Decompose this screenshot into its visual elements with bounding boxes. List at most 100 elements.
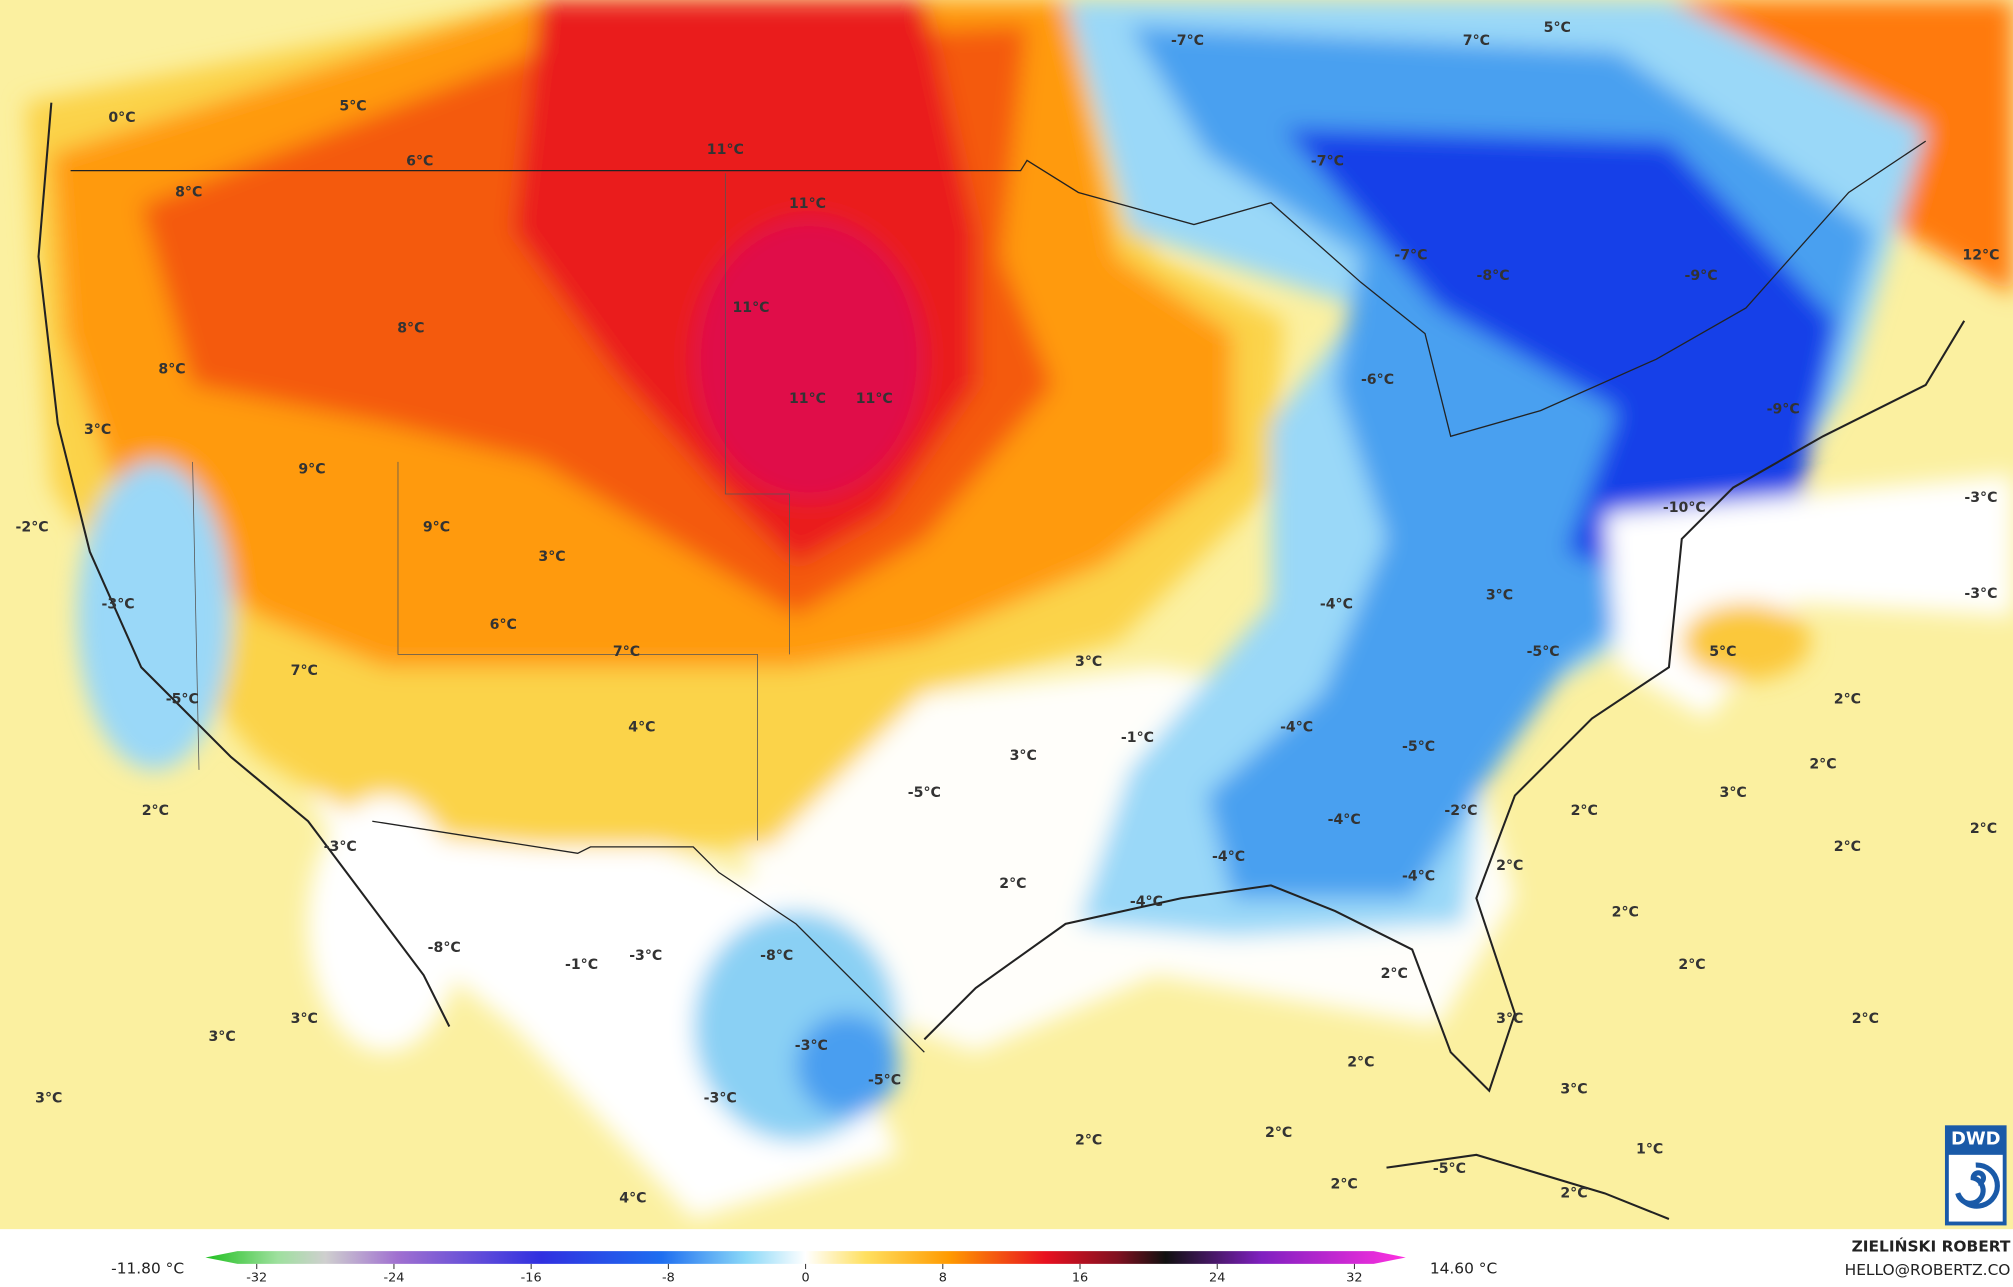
temperature-label: 2°C (1560, 1185, 1587, 1201)
temperature-label: 3°C (538, 549, 565, 565)
temperature-label: -9°C (1684, 268, 1717, 284)
temperature-label: -3°C (1964, 490, 1997, 506)
temperature-label: -5°C (1433, 1161, 1466, 1177)
temperature-label: -8°C (760, 948, 793, 964)
temperature-label: -7°C (1171, 33, 1204, 49)
temperature-label: 3°C (35, 1090, 62, 1106)
temperature-label: 4°C (628, 720, 655, 736)
temperature-label: 3°C (1496, 1011, 1523, 1027)
temperature-label: -8°C (428, 940, 461, 956)
temperature-label: -4°C (1328, 812, 1361, 828)
min-label: -11.80 °C (111, 1260, 184, 1278)
colorbar-tick-label: 8 (939, 1271, 947, 1286)
temperature-label: -3°C (795, 1038, 828, 1054)
temperature-label: 2°C (999, 876, 1026, 892)
temperature-label: 2°C (1970, 821, 1997, 837)
temperature-label: 5°C (1544, 20, 1571, 36)
temperature-label: 8°C (158, 362, 185, 378)
temperature-label: 2°C (1678, 957, 1705, 973)
temperature-label: 7°C (613, 644, 640, 660)
temperature-label: 3°C (1075, 654, 1102, 670)
temperature-label: 0°C (108, 110, 135, 126)
temperature-label: 9°C (298, 462, 325, 478)
colorbar-tick-label: -24 (383, 1271, 404, 1286)
temperature-label: -1°C (565, 957, 598, 973)
temperature-label: 6°C (490, 617, 517, 633)
temperature-label: 2°C (1612, 904, 1639, 920)
map-labels: 0°C 5°C 6°C 11°C -7°C 7°C 5°C 8°C 11°C -7°C 8°C 11°… (16, 20, 2000, 1206)
temperature-label: -6°C (1361, 372, 1394, 388)
max-label: 14.60 °C (1430, 1260, 1497, 1278)
temperature-label: 12°C (1962, 247, 1999, 263)
temperature-label: 6°C (406, 154, 433, 170)
temperature-label: 11°C (707, 142, 744, 158)
temperature-label: 2°C (1075, 1133, 1102, 1149)
temperature-label: 3°C (1720, 785, 1747, 801)
temperature-label: 3°C (84, 422, 111, 438)
temperature-label: -3°C (704, 1090, 737, 1106)
temperature-label: 2°C (1331, 1176, 1358, 1192)
temperature-label: 2°C (1381, 966, 1408, 982)
temperature-label: -10°C (1663, 500, 1706, 516)
temperature-label: 2°C (1265, 1125, 1292, 1141)
colorbar-tick-label: -8 (662, 1271, 675, 1286)
author: ZIELIŃSKI ROBERT (1852, 1237, 2011, 1256)
temperature-label: -4°C (1402, 868, 1435, 884)
temperature-label: 7°C (291, 663, 318, 679)
temperature-label: 1°C (1636, 1142, 1663, 1158)
temperature-label: 4°C (619, 1190, 646, 1206)
temperature-label: 8°C (175, 184, 202, 200)
temperature-label: 2°C (1834, 839, 1861, 855)
temperature-label: 3°C (1486, 587, 1513, 603)
temperature-label: 2°C (1496, 858, 1523, 874)
temperature-label: -5°C (1402, 739, 1435, 755)
temperature-label: 2°C (1347, 1054, 1374, 1070)
temperature-label: 2°C (1852, 1011, 1879, 1027)
temperature-label: 11°C (789, 196, 826, 212)
temperature-label: -4°C (1320, 596, 1353, 612)
temperature-label: 2°C (142, 803, 169, 819)
temperature-label: -8°C (1477, 268, 1510, 284)
temperature-label: 11°C (856, 391, 893, 407)
temperature-label: -2°C (1444, 803, 1477, 819)
temperature-label: 2°C (1809, 757, 1836, 773)
email: HELLO@ROBERTZ.CO (1845, 1261, 2011, 1279)
temperature-label: -3°C (324, 839, 357, 855)
temperature-label: 11°C (732, 300, 769, 316)
temperature-label: -3°C (629, 948, 662, 964)
temperature-label: 7°C (1463, 33, 1490, 49)
temperature-label: -2°C (16, 519, 49, 535)
temperature-label: -3°C (102, 596, 135, 612)
temperature-label: 9°C (423, 519, 450, 535)
logo-text: DWD (1951, 1128, 2001, 1149)
colorbar-tick-label: 24 (1209, 1271, 1225, 1286)
colorbar-tick-label: 16 (1072, 1271, 1088, 1286)
colorbar-tick-label: 32 (1346, 1271, 1362, 1286)
temperature-label: -9°C (1767, 401, 1800, 417)
colorbar-tick-label: -32 (246, 1271, 267, 1286)
temperature-label: -4°C (1130, 894, 1163, 910)
temperature-label: 5°C (339, 99, 366, 115)
temperature-label: 2°C (1571, 803, 1598, 819)
temperature-label: -1°C (1121, 730, 1154, 746)
temperature-label: 11°C (789, 391, 826, 407)
temperature-label: -3°C (1964, 586, 1997, 602)
colorbar: -32 -24 -16 -8 0 8 16 24 32 (205, 1251, 1406, 1286)
temperature-label: -5°C (1527, 644, 1560, 660)
temperature-label: -7°C (1311, 154, 1344, 170)
temperature-label: 2°C (1834, 691, 1861, 707)
temperature-label: -7°C (1394, 247, 1427, 263)
colorbar-tick-label: 0 (801, 1271, 809, 1286)
temperature-label: -5°C (908, 785, 941, 801)
colorbar-tick-label: -16 (521, 1271, 542, 1286)
temperature-label: -4°C (1280, 720, 1313, 736)
temperature-field (0, 0, 2013, 1230)
temperature-label: -5°C (868, 1072, 901, 1088)
temperature-label: -5°C (166, 691, 199, 707)
temperature-label: 8°C (397, 320, 424, 336)
borders (37, 102, 1966, 1220)
temperature-label: 5°C (1709, 644, 1736, 660)
temperature-label: 3°C (1010, 748, 1037, 764)
